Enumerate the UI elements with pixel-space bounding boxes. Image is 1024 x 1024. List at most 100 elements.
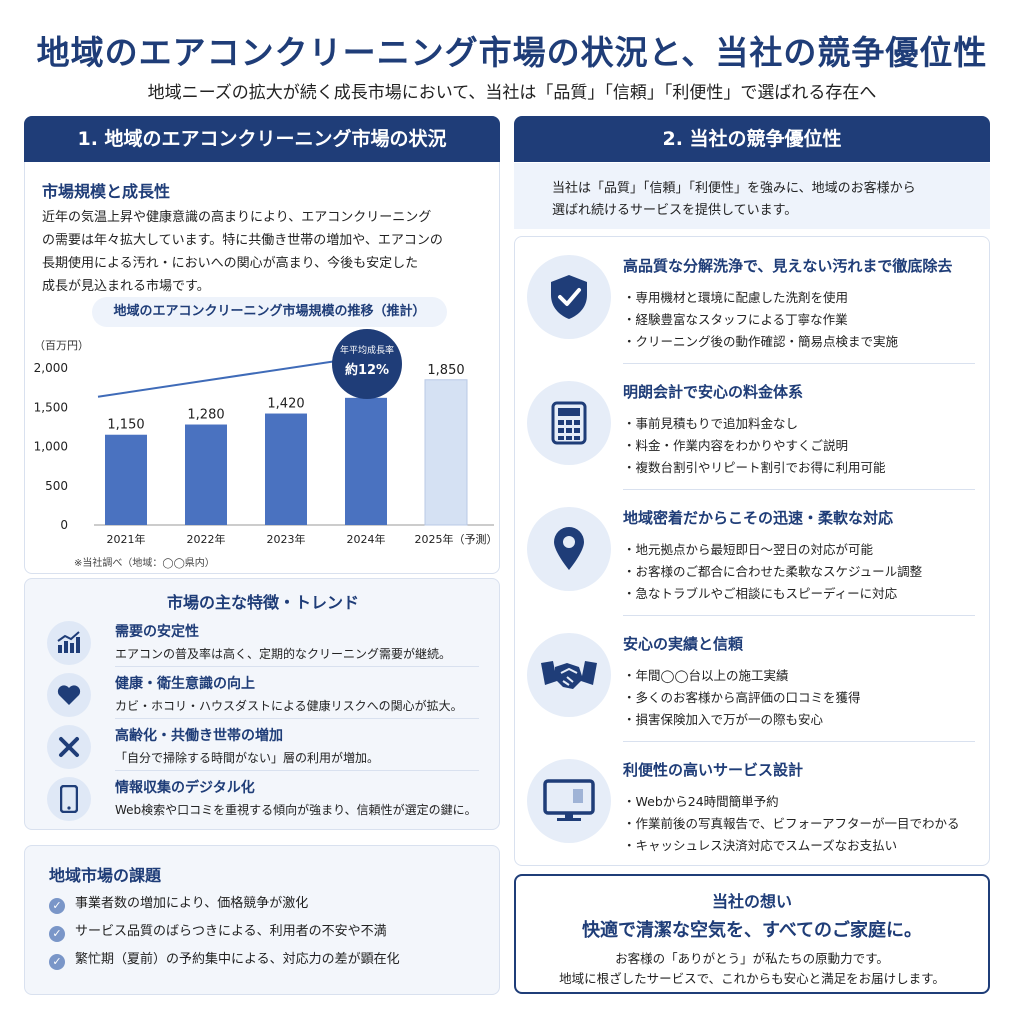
trend-item: 情報収集のデジタル化 Web検索や口コミを重視する傾向が強まり、信頼性が選定の鍵… <box>25 775 501 827</box>
growth-rate-value: 約12% <box>344 363 390 378</box>
divider <box>623 741 975 742</box>
company-message-box: 当社の想い 快適で清潔な空気を、すべてのご家庭に。 お客様の「ありがとう」が私た… <box>514 874 990 994</box>
market-size-line: 長期使用による汚れ・においへの関心が高まり、今後も安定した <box>42 256 419 271</box>
company-message-line: お客様の「ありがとう」が私たちの原動力です。 <box>615 951 889 966</box>
x-tick-label: 2021年 <box>107 532 146 546</box>
company-message-line: 地域に根ざしたサービスで、これからも安心と満足をお届けします。 <box>559 971 945 986</box>
advantage-point: ・お客様のご都合に合わせた柔軟なスケジュール調整 <box>623 564 923 579</box>
page-subtitle: 地域ニーズの拡大が続く成長市場において、当社は「品質」「信頼」「利便性」で選ばれ… <box>147 83 877 103</box>
x-tick-label: 2024年 <box>347 532 386 546</box>
divider <box>115 718 479 719</box>
advantage-intro-line: 当社は「品質」「信頼」「利便性」を強みに、地域のお客様から <box>552 181 916 196</box>
bar <box>105 434 147 525</box>
issue-item: ✓ 事業者数の増加により、価格競争が激化 <box>49 892 308 914</box>
data-label: 1,280 <box>187 408 224 423</box>
trend-desc: Web検索や口コミを重視する傾向が強まり、信頼性が選定の鍵に。 <box>115 803 477 817</box>
calculator-icon <box>527 381 611 465</box>
advantage-point: ・Webから24時間簡単予約 <box>623 794 779 809</box>
advantage-point: ・キャッシュレス決済対応でスムーズなお支払い <box>623 838 898 853</box>
data-label: 1,420 <box>267 397 304 412</box>
advantage-point: ・多くのお客様から高評価の口コミを獲得 <box>623 690 861 705</box>
growth-arrow-line <box>97 358 345 398</box>
bar <box>185 424 227 525</box>
trend-item: 健康・衛生意識の向上 カビ・ホコリ・ハウスダストによる健康リスクへの関心が拡大。 <box>25 671 501 723</box>
trend-desc: 「自分で掃除する時間がない」層の利用が増加。 <box>115 751 380 765</box>
tools-icon <box>47 725 91 769</box>
check-icon: ✓ <box>49 954 65 970</box>
advantage-point: ・急なトラブルやご相談にもスピーディーに対応 <box>623 586 898 601</box>
chart-unit-label: （百万円） <box>34 339 89 352</box>
trend-title: 情報収集のデジタル化 <box>115 780 255 796</box>
data-label: 1,150 <box>107 418 144 433</box>
handshake-icon <box>527 633 611 717</box>
company-message-main: 快適で清潔な空気を、すべてのご家庭に。 <box>581 920 923 941</box>
advantage-item: 利便性の高いサービス設計 ・Webから24時間簡単予約 ・作業前後の写真報告で、… <box>515 741 991 867</box>
advantage-intro-line: 選ばれ続けるサービスを提供しています。 <box>552 203 798 218</box>
advantage-point: ・経験豊富なスタッフによる丁寧な作業 <box>623 312 848 327</box>
trend-title: 高齢化・共働き世帯の増加 <box>115 728 283 744</box>
check-icon: ✓ <box>49 898 65 914</box>
market-size-text: 近年の気温上昇や健康意識の高まりにより、エアコンクリーニング の需要は年々拡大し… <box>42 206 492 298</box>
advantage-title: 高品質な分解洗浄で、見えない汚れまで徹底除去 <box>623 257 953 275</box>
market-size-line: 成長が見込まれる市場です。 <box>42 279 210 294</box>
issues-title: 地域市場の課題 <box>49 866 162 885</box>
divider <box>623 615 975 616</box>
trend-item: 需要の安定性 エアコンの普及率は高く、定期的なクリーニング需要が継続。 <box>25 619 501 671</box>
trend-desc: カビ・ホコリ・ハウスダストによる健康リスクへの関心が拡大。 <box>115 699 463 713</box>
data-label: 1,850 <box>427 363 464 378</box>
chart-source-note: ※当社調べ（地域：◯◯県内） <box>74 558 215 569</box>
advantage-item: 明朗会計で安心の料金体系 ・事前見積もりで追加料金なし ・料金・作業内容をわかり… <box>515 363 991 489</box>
advantage-point: ・年間◯◯台以上の施工実績 <box>623 668 789 683</box>
advantage-point: ・地元拠点から最短即日〜翌日の対応が可能 <box>623 542 874 557</box>
market-size-line: 近年の気温上昇や健康意識の高まりにより、エアコンクリーニング <box>42 210 432 225</box>
divider <box>623 489 975 490</box>
y-tick-label: 500 <box>45 479 68 493</box>
advantage-list: 高品質な分解洗浄で、見えない汚れまで徹底除去 ・専用機材と環境に配慮した洗剤を使… <box>514 236 990 866</box>
advantage-point: ・複数台割引やリピート割引でお得に利用可能 <box>623 460 886 475</box>
advantage-point: ・料金・作業内容をわかりやすくご説明 <box>623 438 849 453</box>
issue-text: サービス品質のばらつきによる、利用者の不安や不満 <box>75 924 387 939</box>
check-icon: ✓ <box>49 926 65 942</box>
bar <box>265 413 307 525</box>
advantage-title: 明朗会計で安心の料金体系 <box>623 383 804 401</box>
trends-box: 市場の主な特徴・トレンド 需要の安定性 エアコンの普及率は高く、定期的なクリーニ… <box>24 578 500 830</box>
advantage-intro: 当社は「品質」「信頼」「利便性」を強みに、地域のお客様から 選ばれ続けるサービス… <box>514 163 990 229</box>
x-tick-label: 2023年 <box>267 532 306 546</box>
map-pin-icon <box>527 507 611 591</box>
advantage-point: ・事前見積もりで追加料金なし <box>623 416 799 431</box>
shield-check-icon <box>527 255 611 339</box>
growth-chart-icon <box>47 621 91 665</box>
issue-item: ✓ サービス品質のばらつきによる、利用者の不安や不満 <box>49 920 387 942</box>
growth-rate-badge: 年平均成長率 約12% <box>332 329 402 399</box>
trend-title: 健康・衛生意識の向上 <box>115 676 255 692</box>
market-size-chart: 0 500 1,000 1,500 2,000 1,150 2021年 1,280 2022年 1… <box>34 352 498 546</box>
trend-desc: エアコンの普及率は高く、定期的なクリーニング需要が継続。 <box>115 647 452 661</box>
advantage-item: 地域密着だからこその迅速・柔軟な対応 ・地元拠点から最短即日〜翌日の対応が可能 … <box>515 489 991 615</box>
trend-item: 高齢化・共働き世帯の増加 「自分で掃除する時間がない」層の利用が増加。 <box>25 723 501 775</box>
growth-rate-label: 年平均成長率 <box>339 346 394 356</box>
market-size-title: 市場規模と成長性 <box>42 182 171 201</box>
trends-title: 市場の主な特徴・トレンド <box>166 593 359 612</box>
y-tick-label: 1,000 <box>34 440 68 454</box>
divider <box>623 363 975 364</box>
advantage-title: 利便性の高いサービス設計 <box>623 761 804 779</box>
advantage-title: 安心の実績と信頼 <box>623 635 744 653</box>
market-panel <box>24 116 500 574</box>
divider <box>115 770 479 771</box>
monitor-icon <box>527 759 611 843</box>
bar <box>345 397 387 525</box>
company-message-title: 当社の想い <box>711 892 792 911</box>
market-size-line: の需要は年々拡大しています。特に共働き世帯の増加や、エアコンの <box>42 233 443 248</box>
issue-text: 事業者数の増加により、価格競争が激化 <box>75 896 309 911</box>
bar <box>424 379 468 526</box>
advantage-point: ・作業前後の写真報告で、ビフォーアフターが一目でわかる <box>623 816 960 831</box>
market-issues-box: 地域市場の課題 ✓ 事業者数の増加により、価格競争が激化 ✓ サービス品質のばらつき… <box>24 845 500 995</box>
divider <box>115 666 479 667</box>
x-tick-label: 2022年 <box>187 532 226 546</box>
heart-icon <box>47 673 91 717</box>
advantage-point: ・クリーニング後の動作確認・簡易点検まで実施 <box>623 334 899 349</box>
trend-title: 需要の安定性 <box>115 624 199 640</box>
smartphone-icon <box>47 777 91 821</box>
issue-text: 繁忙期（夏前）の予約集中による、対応力の差が顕在化 <box>75 952 400 967</box>
chart-title: 地域のエアコンクリーニング市場規模の推移（推計） <box>92 297 447 327</box>
